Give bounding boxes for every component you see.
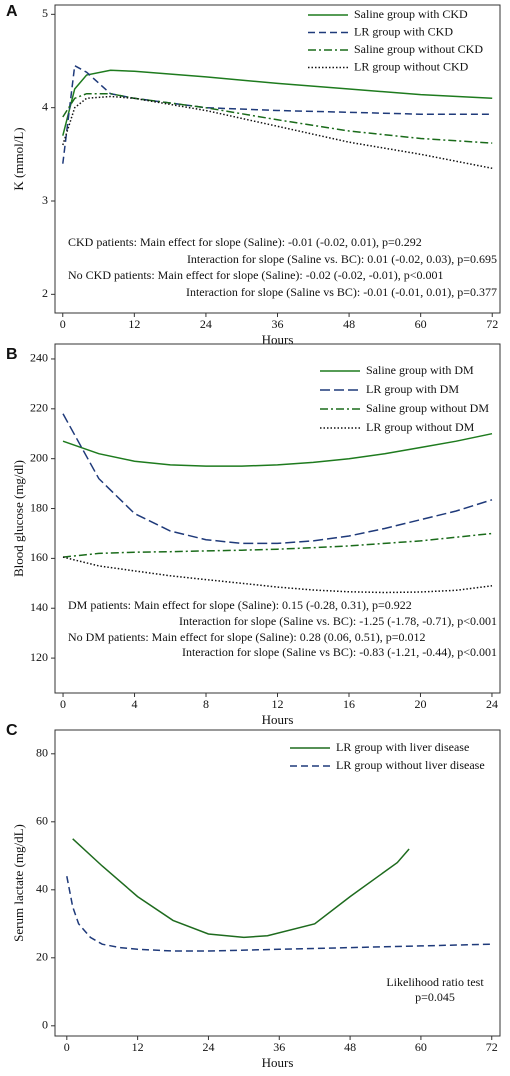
annotation: No CKD patients: Main effect for slope (… bbox=[68, 268, 443, 282]
annotation: Interaction for slope (Saline vs. BC): -… bbox=[179, 614, 497, 628]
legend-label: LR group without DM bbox=[366, 420, 475, 434]
x-tick-label: 48 bbox=[343, 317, 355, 331]
x-tick-label: 48 bbox=[344, 1040, 356, 1054]
panel-label: A bbox=[6, 3, 18, 20]
data-line bbox=[66, 876, 492, 952]
y-tick-label: 0 bbox=[42, 1018, 48, 1032]
x-axis-title: Hours bbox=[262, 712, 294, 727]
y-tick-label: 200 bbox=[30, 450, 48, 464]
annotation: Interaction for slope (Saline vs BC): -0… bbox=[182, 645, 497, 659]
legend-label: LR group with CKD bbox=[354, 24, 453, 38]
x-tick-label: 0 bbox=[60, 317, 66, 331]
data-line bbox=[62, 556, 493, 594]
y-axis-title: K (mmol/L) bbox=[11, 127, 26, 190]
x-tick-label: 60 bbox=[415, 1040, 427, 1054]
x-tick-label: 72 bbox=[486, 317, 498, 331]
y-tick-label: 140 bbox=[30, 600, 48, 614]
y-tick-label: 40 bbox=[36, 882, 48, 896]
x-tick-label: 24 bbox=[200, 317, 212, 331]
x-axis-title: Hours bbox=[262, 1055, 294, 1070]
y-tick-label: 160 bbox=[30, 550, 48, 564]
x-tick-label: 12 bbox=[132, 1040, 144, 1054]
annotation: p=0.045 bbox=[415, 990, 455, 1004]
data-line bbox=[62, 95, 493, 170]
chart-panel: B 120 140 160 180 200 220 240 0 4 8 12 16 20 24 Hours Bl… bbox=[6, 343, 501, 727]
x-tick-label: 36 bbox=[272, 317, 284, 331]
y-tick-label: 120 bbox=[30, 650, 48, 664]
chart-panel: A 2 3 4 5 0 12 24 36 48 60 72 Hours K (mmol/L) Saline … bbox=[6, 3, 501, 347]
x-tick-label: 8 bbox=[203, 697, 209, 711]
y-tick-label: 60 bbox=[36, 814, 48, 828]
y-axis-title: Serum lactate (mg/dL) bbox=[11, 824, 26, 942]
data-line bbox=[62, 432, 493, 467]
annotation: Interaction for slope (Saline vs BC): -0… bbox=[186, 285, 497, 299]
legend-label: Saline group with CKD bbox=[354, 7, 468, 21]
x-tick-label: 36 bbox=[273, 1040, 285, 1054]
annotation: CKD patients: Main effect for slope (Sal… bbox=[68, 235, 422, 249]
data-line bbox=[62, 413, 493, 545]
x-tick-label: 12 bbox=[272, 697, 284, 711]
y-tick-label: 3 bbox=[42, 193, 48, 207]
x-tick-label: 72 bbox=[486, 1040, 498, 1054]
panel-label: C bbox=[6, 722, 18, 739]
legend-label: LR group with DM bbox=[366, 382, 459, 396]
x-tick-label: 24 bbox=[202, 1040, 214, 1054]
plot-frame bbox=[54, 729, 501, 1037]
legend-label: LR group without CKD bbox=[354, 59, 469, 73]
y-tick-label: 4 bbox=[42, 99, 48, 113]
data-line bbox=[62, 92, 493, 144]
x-tick-label: 16 bbox=[343, 697, 355, 711]
annotation: Interaction for slope (Saline vs. BC): 0… bbox=[187, 252, 497, 266]
legend-label: LR group with liver disease bbox=[336, 740, 469, 754]
x-tick-label: 20 bbox=[414, 697, 426, 711]
y-tick-label: 240 bbox=[30, 351, 48, 365]
y-tick-label: 80 bbox=[36, 746, 48, 760]
data-line bbox=[62, 64, 493, 164]
annotation: No DM patients: Main effect for slope (S… bbox=[68, 630, 425, 644]
y-axis-title: Blood glucose (mg/dl) bbox=[11, 460, 26, 577]
y-tick-label: 220 bbox=[30, 401, 48, 415]
x-axis-title: Hours bbox=[262, 332, 294, 347]
legend-label: LR group without liver disease bbox=[336, 758, 485, 772]
annotation: DM patients: Main effect for slope (Sali… bbox=[68, 598, 412, 612]
y-tick-label: 5 bbox=[42, 6, 48, 20]
x-tick-label: 24 bbox=[486, 697, 498, 711]
data-line bbox=[62, 532, 493, 558]
y-tick-label: 180 bbox=[30, 500, 48, 514]
data-line bbox=[72, 838, 410, 939]
panel-label: B bbox=[6, 346, 18, 363]
x-tick-label: 60 bbox=[415, 317, 427, 331]
x-tick-label: 4 bbox=[132, 697, 138, 711]
y-tick-label: 2 bbox=[42, 286, 48, 300]
chart-panel: C 0 20 40 60 80 0 12 24 36 48 60 72 Hours Serum lactat… bbox=[6, 722, 501, 1070]
data-line bbox=[62, 69, 493, 136]
legend-label: Saline group without CKD bbox=[354, 42, 483, 56]
legend-label: Saline group without DM bbox=[366, 401, 489, 415]
x-tick-label: 0 bbox=[60, 697, 66, 711]
annotation: Likelihood ratio test bbox=[386, 975, 484, 989]
legend-label: Saline group with DM bbox=[366, 363, 474, 377]
x-tick-label: 12 bbox=[128, 317, 140, 331]
x-tick-label: 0 bbox=[64, 1040, 70, 1054]
y-tick-label: 20 bbox=[36, 950, 48, 964]
